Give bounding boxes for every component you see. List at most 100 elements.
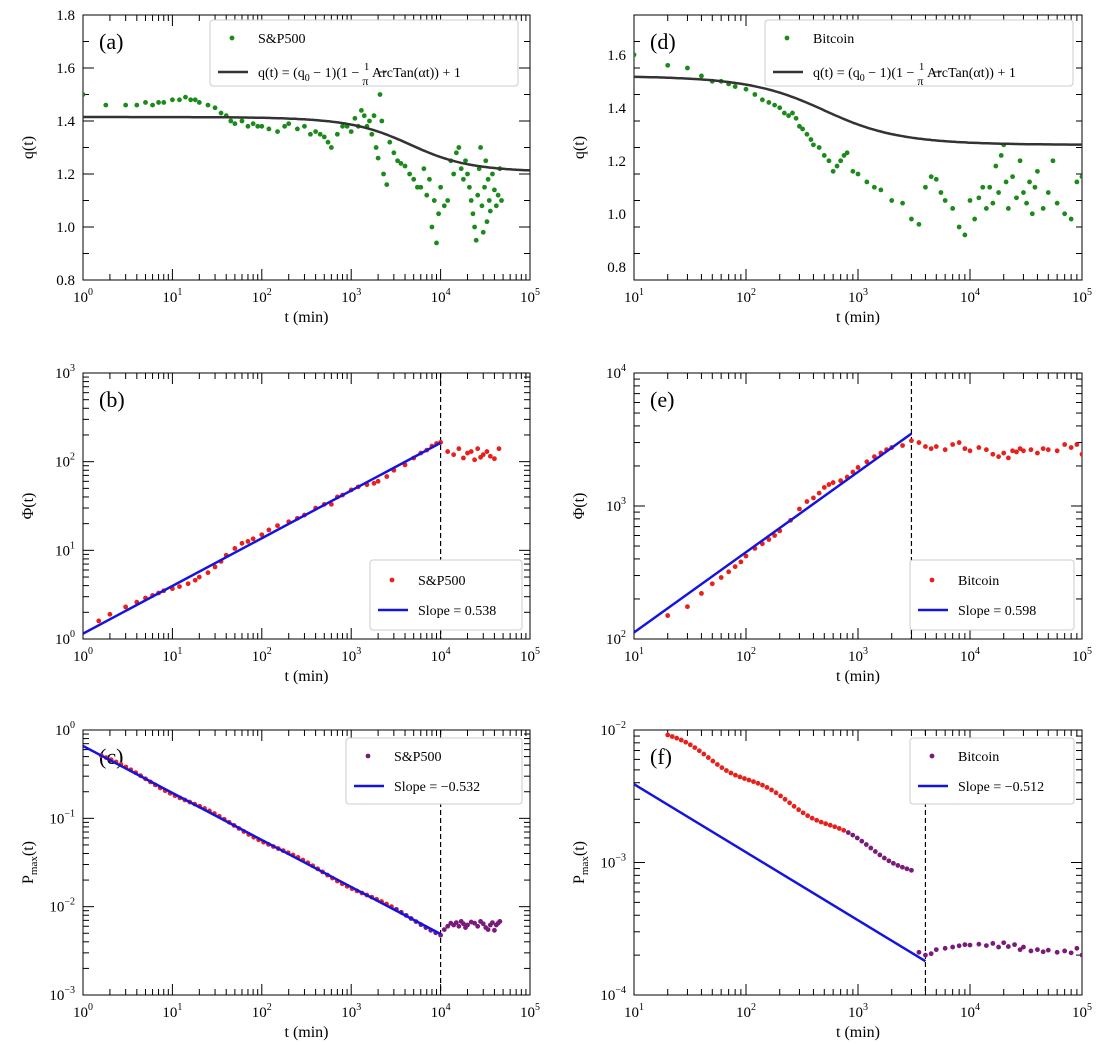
data-point bbox=[814, 817, 820, 823]
data-point bbox=[398, 161, 404, 166]
data-point bbox=[424, 192, 430, 198]
data-point bbox=[472, 224, 477, 230]
data-point bbox=[196, 100, 202, 105]
data-point bbox=[490, 920, 495, 926]
data-point bbox=[192, 577, 198, 583]
data-point bbox=[796, 807, 802, 813]
data-point bbox=[928, 951, 934, 957]
data-point bbox=[797, 506, 802, 512]
legend-box bbox=[209, 19, 519, 87]
fit-line bbox=[83, 441, 442, 635]
data-point bbox=[1035, 450, 1040, 456]
y-tick-label: 0.8 bbox=[56, 273, 75, 289]
data-point bbox=[746, 777, 752, 783]
data-point bbox=[718, 575, 724, 580]
y-tick-label: 1.4 bbox=[56, 114, 75, 130]
data-point bbox=[1045, 190, 1051, 195]
data-point bbox=[878, 187, 884, 193]
x-tick-label: 100 bbox=[73, 646, 93, 665]
legend-label: S&P500 bbox=[418, 574, 465, 589]
data-point bbox=[418, 184, 424, 190]
data-point bbox=[321, 134, 327, 140]
legend-label: Bitcoin bbox=[813, 32, 854, 47]
data-point bbox=[313, 129, 319, 135]
data-point bbox=[950, 442, 956, 447]
data-point bbox=[255, 123, 261, 129]
data-point bbox=[123, 604, 129, 610]
data-point bbox=[495, 192, 501, 198]
data-point bbox=[766, 100, 772, 105]
x-tick-label: 102 bbox=[252, 1002, 272, 1021]
data-point bbox=[826, 482, 832, 487]
data-point bbox=[1062, 948, 1068, 954]
x-tick-label: 105 bbox=[1072, 646, 1092, 665]
data-point bbox=[384, 182, 390, 188]
data-point bbox=[352, 115, 358, 121]
y-tick-label: 1.6 bbox=[607, 48, 626, 64]
data-point bbox=[407, 171, 412, 177]
data-point bbox=[259, 123, 265, 129]
y-tick-label: 103 bbox=[55, 363, 75, 382]
data-point bbox=[804, 131, 810, 137]
data-point bbox=[1014, 449, 1019, 455]
data-point bbox=[732, 84, 738, 89]
x-tick-label: 100 bbox=[73, 1002, 93, 1021]
data-point bbox=[845, 830, 851, 835]
data-point bbox=[665, 62, 671, 68]
data-point bbox=[434, 240, 439, 246]
data-point bbox=[480, 921, 486, 927]
data-point bbox=[458, 166, 464, 172]
x-tick-label: 102 bbox=[736, 646, 756, 665]
legend-label: Slope = 0.538 bbox=[418, 604, 496, 619]
data-point bbox=[778, 793, 783, 799]
data-point bbox=[864, 459, 870, 465]
panel-d: 101 102 103 104 105 0.8 1.0 1.2 1.4 1.6 t (min) q(t… bbox=[571, 14, 1092, 326]
data-point bbox=[1079, 174, 1082, 180]
data-point bbox=[928, 174, 934, 180]
panel-label: (e) bbox=[650, 387, 674, 412]
data-point bbox=[699, 73, 704, 79]
plot-area bbox=[634, 52, 1082, 238]
y-tick-label: 1.2 bbox=[607, 154, 626, 170]
legend-box bbox=[909, 737, 1075, 805]
data-point bbox=[361, 113, 367, 119]
data-point bbox=[188, 97, 194, 103]
data-point bbox=[205, 570, 211, 576]
legend-label: Slope = −0.532 bbox=[394, 780, 480, 795]
legend: Bitcoin Slope = 0.598 bbox=[909, 559, 1075, 631]
data-point bbox=[239, 118, 245, 124]
data-point bbox=[308, 131, 313, 137]
data-point bbox=[726, 569, 732, 575]
data-point bbox=[821, 484, 827, 490]
data-point bbox=[170, 97, 175, 103]
x-tick-label: 105 bbox=[1072, 1002, 1092, 1021]
data-point bbox=[456, 446, 462, 452]
data-point bbox=[1068, 950, 1074, 956]
data-point bbox=[900, 200, 905, 206]
data-point bbox=[1074, 442, 1080, 447]
data-point bbox=[436, 211, 442, 217]
data-point bbox=[1003, 179, 1009, 185]
data-point bbox=[369, 131, 375, 137]
legend-box bbox=[764, 19, 1074, 87]
x-axis-label: t (min) bbox=[285, 1024, 329, 1041]
fit-curve bbox=[634, 75, 1082, 146]
data-point bbox=[275, 523, 280, 529]
data-point bbox=[472, 920, 477, 926]
y-tick-label: 10−2 bbox=[49, 897, 75, 916]
data-point bbox=[465, 171, 470, 177]
data-point bbox=[983, 447, 989, 453]
plot-area bbox=[634, 732, 1082, 963]
y-tick-label: 1.0 bbox=[56, 220, 75, 236]
data-point bbox=[808, 137, 814, 142]
y-tick-label: 100 bbox=[55, 720, 75, 739]
x-tick-label: 104 bbox=[960, 646, 980, 665]
data-point bbox=[475, 923, 481, 929]
data-point bbox=[916, 440, 922, 445]
legend: S&P500 Slope = 0.538 bbox=[369, 559, 523, 631]
data-point bbox=[967, 448, 973, 454]
panel-label: (b) bbox=[99, 387, 125, 412]
x-tick-label: 103 bbox=[848, 287, 868, 306]
data-point bbox=[933, 444, 939, 449]
